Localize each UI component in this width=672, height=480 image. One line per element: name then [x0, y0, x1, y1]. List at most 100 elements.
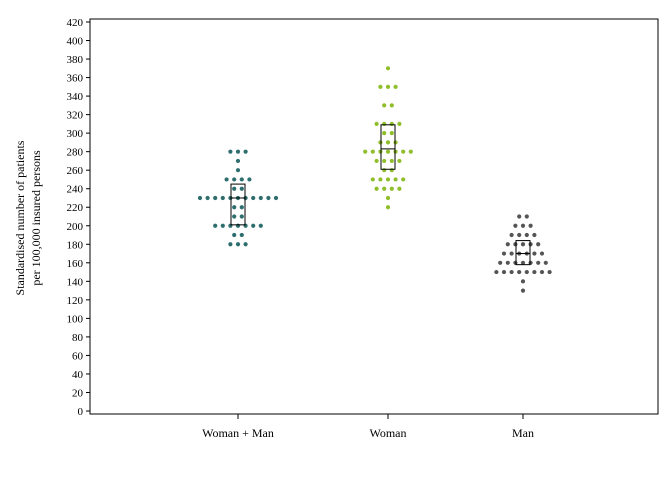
data-point: [235, 242, 241, 247]
y-tick-label: 160: [67, 258, 84, 270]
y-tick-label: 240: [67, 184, 84, 196]
data-point: [393, 177, 398, 182]
x-category-label: Woman + Man: [202, 426, 274, 440]
y-tick-label: 260: [67, 165, 84, 177]
data-point: [397, 186, 402, 191]
data-point: [239, 186, 244, 191]
data-point: [382, 121, 387, 126]
data-point: [393, 140, 398, 145]
y-tick-label: 200: [67, 221, 84, 233]
data-point: [374, 121, 379, 126]
data-point: [543, 260, 548, 265]
data-point: [385, 66, 391, 71]
data-point: [539, 269, 545, 275]
data-point: [517, 269, 522, 275]
data-point: [382, 158, 387, 164]
data-point: [235, 168, 241, 173]
data-point: [378, 149, 383, 154]
data-point: [363, 149, 368, 154]
data-point: [509, 269, 514, 275]
data-point: [382, 186, 387, 191]
data-point: [378, 140, 383, 145]
data-point: [520, 223, 526, 228]
data-point: [532, 269, 537, 275]
data-point: [524, 214, 529, 219]
quartile-box: [380, 124, 396, 170]
data-point: [397, 121, 402, 126]
y-tick-label: 420: [67, 17, 84, 29]
x-axis: Woman + Man Woman Man: [202, 414, 534, 440]
data-point: [494, 269, 499, 275]
x-category-label: Man: [512, 426, 534, 440]
data-point: [547, 269, 552, 275]
data-point: [370, 177, 375, 182]
y-tick-label: 100: [67, 313, 84, 325]
y-tick-label: 120: [67, 295, 84, 307]
data-point: [393, 149, 398, 154]
data-point: [509, 232, 514, 238]
x-category-label: Woman: [369, 426, 406, 440]
data-point: [239, 232, 244, 238]
y-axis-title-line-2: per 100,000 insured persons: [29, 150, 43, 286]
y-tick-label: 340: [67, 91, 84, 103]
y-axis: 0 20 40 60 80 100 120 140 160 180 200 220 240 260 280 3…: [67, 17, 90, 418]
data-point: [213, 195, 218, 201]
data-point: [517, 232, 522, 238]
data-point: [243, 223, 248, 228]
data-point: [251, 223, 256, 228]
data-point: [397, 158, 402, 164]
data-point: [228, 242, 233, 247]
data-point: [498, 260, 503, 265]
data-point: [251, 195, 256, 201]
data-point: [382, 131, 387, 136]
data-point: [243, 149, 248, 154]
data-point: [378, 84, 383, 89]
data-point: [536, 260, 541, 265]
data-point: [235, 223, 241, 228]
data-point: [370, 149, 375, 154]
data-point: [385, 84, 391, 89]
data-point: [220, 195, 225, 201]
data-point: [408, 149, 413, 154]
data-point: [513, 242, 518, 247]
data-point: [509, 251, 514, 256]
data-point: [235, 158, 241, 164]
data-point: [232, 177, 237, 182]
y-tick-label: 220: [67, 202, 84, 214]
data-point: [393, 84, 398, 89]
quartile-box: [515, 240, 531, 266]
data-point: [266, 195, 271, 201]
data-point: [243, 242, 248, 247]
data-point: [528, 223, 533, 228]
data-point: [385, 205, 391, 210]
data-point: [258, 223, 263, 228]
data-point: [520, 260, 526, 265]
y-tick-label: 380: [67, 54, 84, 66]
data-point: [213, 223, 218, 228]
data-point: [232, 214, 237, 219]
y-tick-label: 300: [67, 128, 84, 140]
data-point: [524, 269, 529, 275]
data-point: [239, 205, 244, 210]
data-point: [520, 242, 526, 247]
quartile-boxes: [230, 124, 531, 266]
data-points: [197, 66, 552, 293]
data-point: [501, 251, 507, 256]
y-tick-label: 40: [72, 369, 84, 381]
data-point: [228, 149, 233, 154]
y-tick-label: 80: [72, 332, 84, 344]
data-point: [232, 205, 237, 210]
data-point: [520, 288, 526, 293]
data-point: [382, 103, 387, 108]
y-axis-title-line-1: Standardised number of patients: [13, 140, 27, 295]
data-point: [517, 214, 522, 219]
data-point: [220, 223, 225, 228]
data-point: [374, 158, 379, 164]
y-tick-label: 0: [78, 406, 84, 418]
y-tick-label: 320: [67, 110, 84, 122]
data-point: [389, 131, 394, 136]
data-point: [378, 177, 383, 182]
data-point: [505, 242, 510, 247]
plot-frame: [89, 18, 659, 415]
